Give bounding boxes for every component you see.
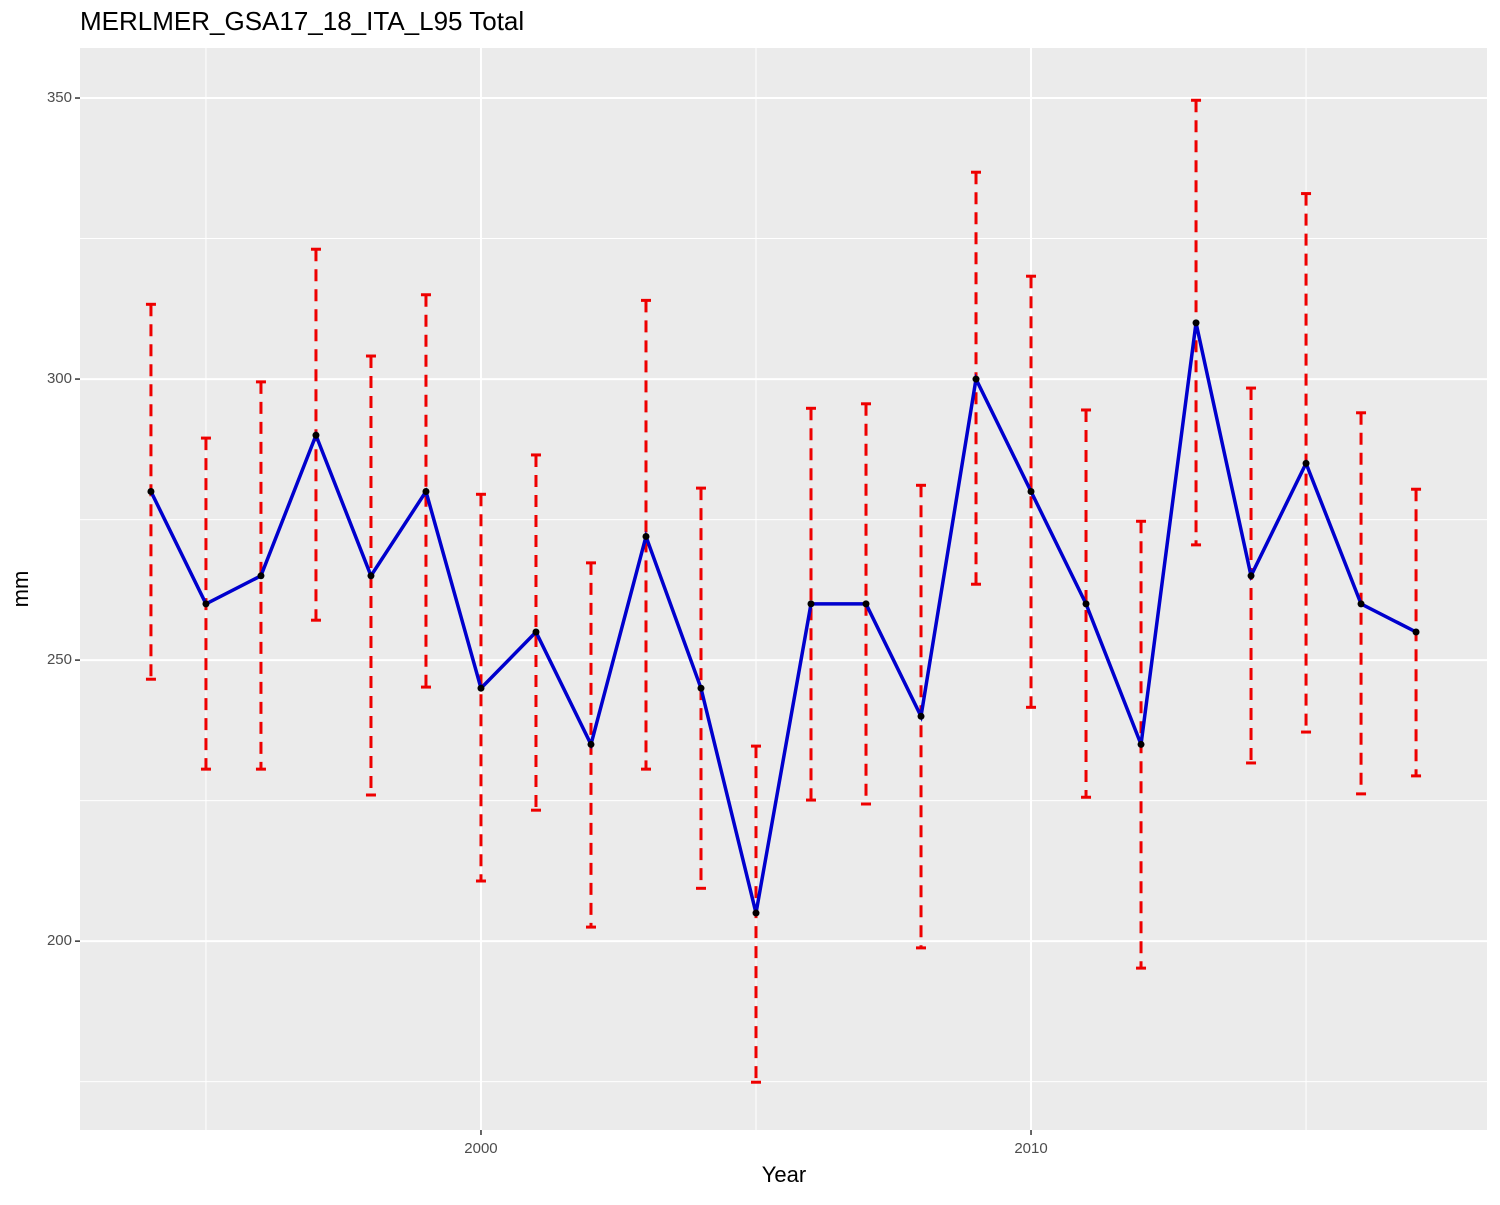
data-point bbox=[862, 600, 870, 608]
panel bbox=[80, 48, 1487, 1130]
data-point bbox=[422, 487, 430, 495]
data-point bbox=[752, 909, 760, 917]
data-point bbox=[1137, 740, 1145, 748]
x-tick-label: 2000 bbox=[464, 1140, 497, 1157]
y-tick-label: 250 bbox=[47, 651, 72, 668]
y-tick-label: 350 bbox=[47, 89, 72, 106]
data-point bbox=[312, 431, 320, 439]
y-tick-label: 300 bbox=[47, 370, 72, 387]
data-point bbox=[1412, 628, 1420, 636]
data-point bbox=[642, 532, 650, 540]
data-point bbox=[147, 487, 155, 495]
data-point bbox=[1082, 600, 1090, 608]
data-point bbox=[1247, 572, 1255, 580]
data-point bbox=[917, 712, 925, 720]
data-point bbox=[367, 572, 375, 580]
data-point bbox=[532, 628, 540, 636]
data-point bbox=[1357, 600, 1365, 608]
y-axis-label: mm bbox=[8, 571, 33, 608]
data-point bbox=[697, 684, 705, 692]
data-point bbox=[1027, 487, 1035, 495]
data-point bbox=[257, 572, 265, 580]
data-point bbox=[1302, 459, 1310, 467]
x-axis-label: Year bbox=[762, 1162, 806, 1187]
chart-title: MERLMER_GSA17_18_ITA_L95 Total bbox=[80, 6, 524, 36]
data-point bbox=[807, 600, 815, 608]
data-point bbox=[477, 684, 485, 692]
data-point bbox=[202, 600, 210, 608]
data-point bbox=[587, 740, 595, 748]
data-point bbox=[972, 375, 980, 383]
data-point bbox=[1192, 319, 1200, 327]
x-tick-label: 2010 bbox=[1014, 1140, 1047, 1157]
y-tick-label: 200 bbox=[47, 932, 72, 949]
data-line bbox=[149, 322, 1417, 914]
